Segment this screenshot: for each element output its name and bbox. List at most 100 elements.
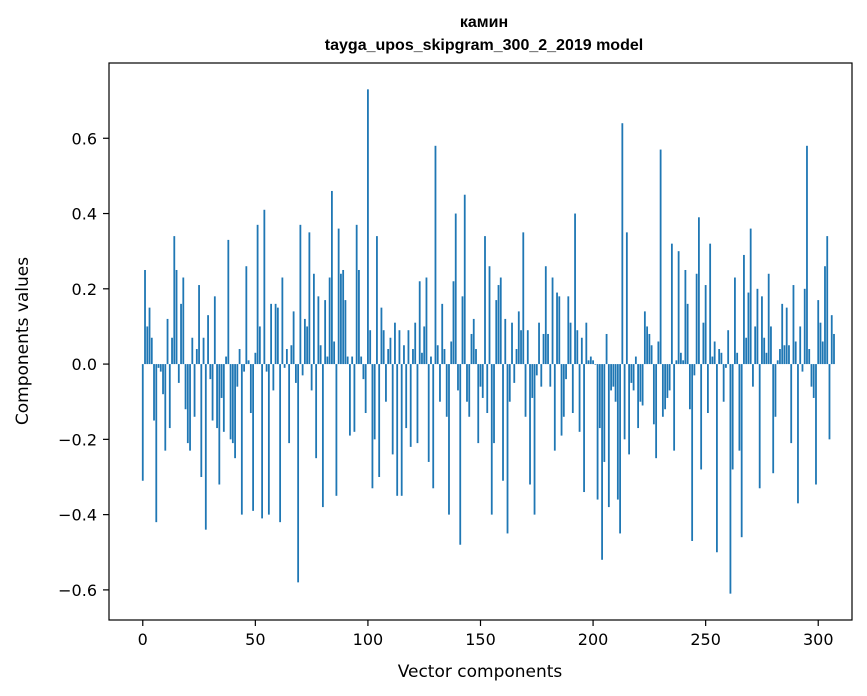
bar	[445, 364, 448, 417]
bar	[688, 364, 691, 410]
bar	[556, 292, 558, 365]
plot-frame	[108, 62, 853, 621]
bar	[754, 326, 757, 365]
bar	[290, 345, 293, 365]
bar	[560, 364, 563, 436]
bar	[324, 300, 327, 365]
bar	[639, 364, 642, 402]
bar	[317, 296, 320, 365]
bar	[195, 349, 198, 365]
bar	[661, 364, 664, 417]
bar	[808, 349, 811, 365]
bar	[376, 236, 378, 365]
bar	[297, 364, 300, 583]
bar	[542, 333, 545, 365]
bar	[794, 341, 797, 365]
bar	[378, 364, 381, 477]
bar	[738, 364, 741, 451]
bar	[294, 364, 297, 383]
bar	[292, 311, 295, 365]
bar	[614, 364, 617, 402]
bar	[513, 364, 516, 383]
bar	[373, 364, 376, 440]
bar	[439, 364, 441, 402]
x-tick-label: 0	[138, 630, 148, 649]
bar	[238, 349, 241, 365]
bar	[441, 303, 444, 365]
bar	[299, 224, 302, 365]
bar	[819, 322, 822, 365]
bar	[598, 364, 601, 429]
bar	[758, 364, 761, 489]
bar	[436, 345, 439, 365]
bar	[240, 364, 243, 515]
bar	[740, 364, 743, 538]
bar	[380, 307, 383, 365]
bar	[664, 364, 667, 410]
bar	[385, 364, 387, 402]
bar	[529, 364, 531, 485]
bar	[333, 341, 336, 365]
bar	[279, 364, 282, 523]
bar	[535, 364, 538, 376]
y-tick-label: 0.0	[72, 355, 97, 374]
bar	[589, 356, 592, 365]
bar	[252, 364, 254, 511]
bar-series	[141, 89, 835, 594]
bar	[452, 281, 455, 365]
bar	[569, 322, 572, 365]
bar	[736, 352, 739, 365]
bar	[711, 356, 714, 365]
bar	[727, 330, 730, 365]
bar	[779, 349, 781, 365]
bar	[772, 364, 775, 474]
bar	[180, 303, 182, 365]
bar	[263, 209, 266, 365]
bar	[331, 190, 333, 365]
bar	[319, 345, 322, 365]
bar	[400, 364, 403, 496]
bar	[162, 364, 164, 395]
bar	[362, 364, 365, 380]
bar	[414, 322, 417, 365]
bar	[833, 333, 835, 365]
bar	[499, 277, 502, 365]
bar	[283, 364, 286, 368]
bar	[218, 364, 221, 485]
bar	[475, 349, 477, 365]
bar	[628, 364, 630, 455]
bar	[504, 318, 507, 365]
bar	[488, 266, 491, 365]
bar	[175, 269, 178, 365]
bar	[204, 364, 207, 530]
bar	[713, 341, 716, 365]
bar	[472, 318, 475, 365]
bar	[698, 217, 700, 365]
bar	[619, 364, 621, 534]
bar	[285, 349, 288, 365]
bar	[144, 269, 146, 365]
bar	[673, 364, 676, 451]
bar	[177, 364, 180, 383]
bar	[580, 337, 583, 365]
bar	[718, 349, 721, 365]
bar	[418, 281, 421, 365]
bar	[364, 364, 367, 414]
bar	[781, 303, 784, 365]
x-axis-ticks: 0 50 100 150 200 250 300	[138, 620, 834, 649]
bar	[565, 364, 567, 380]
bar	[517, 311, 520, 365]
bar	[155, 364, 158, 523]
bar	[587, 360, 590, 365]
bar	[234, 364, 236, 459]
bar	[229, 364, 232, 440]
bar	[616, 364, 619, 500]
bar	[520, 330, 522, 365]
bar	[493, 364, 495, 444]
bar	[511, 322, 513, 365]
bar	[463, 194, 466, 365]
y-tick-label: 0.6	[72, 129, 97, 148]
bar	[603, 364, 606, 462]
bar	[416, 364, 419, 444]
bar	[220, 364, 223, 398]
